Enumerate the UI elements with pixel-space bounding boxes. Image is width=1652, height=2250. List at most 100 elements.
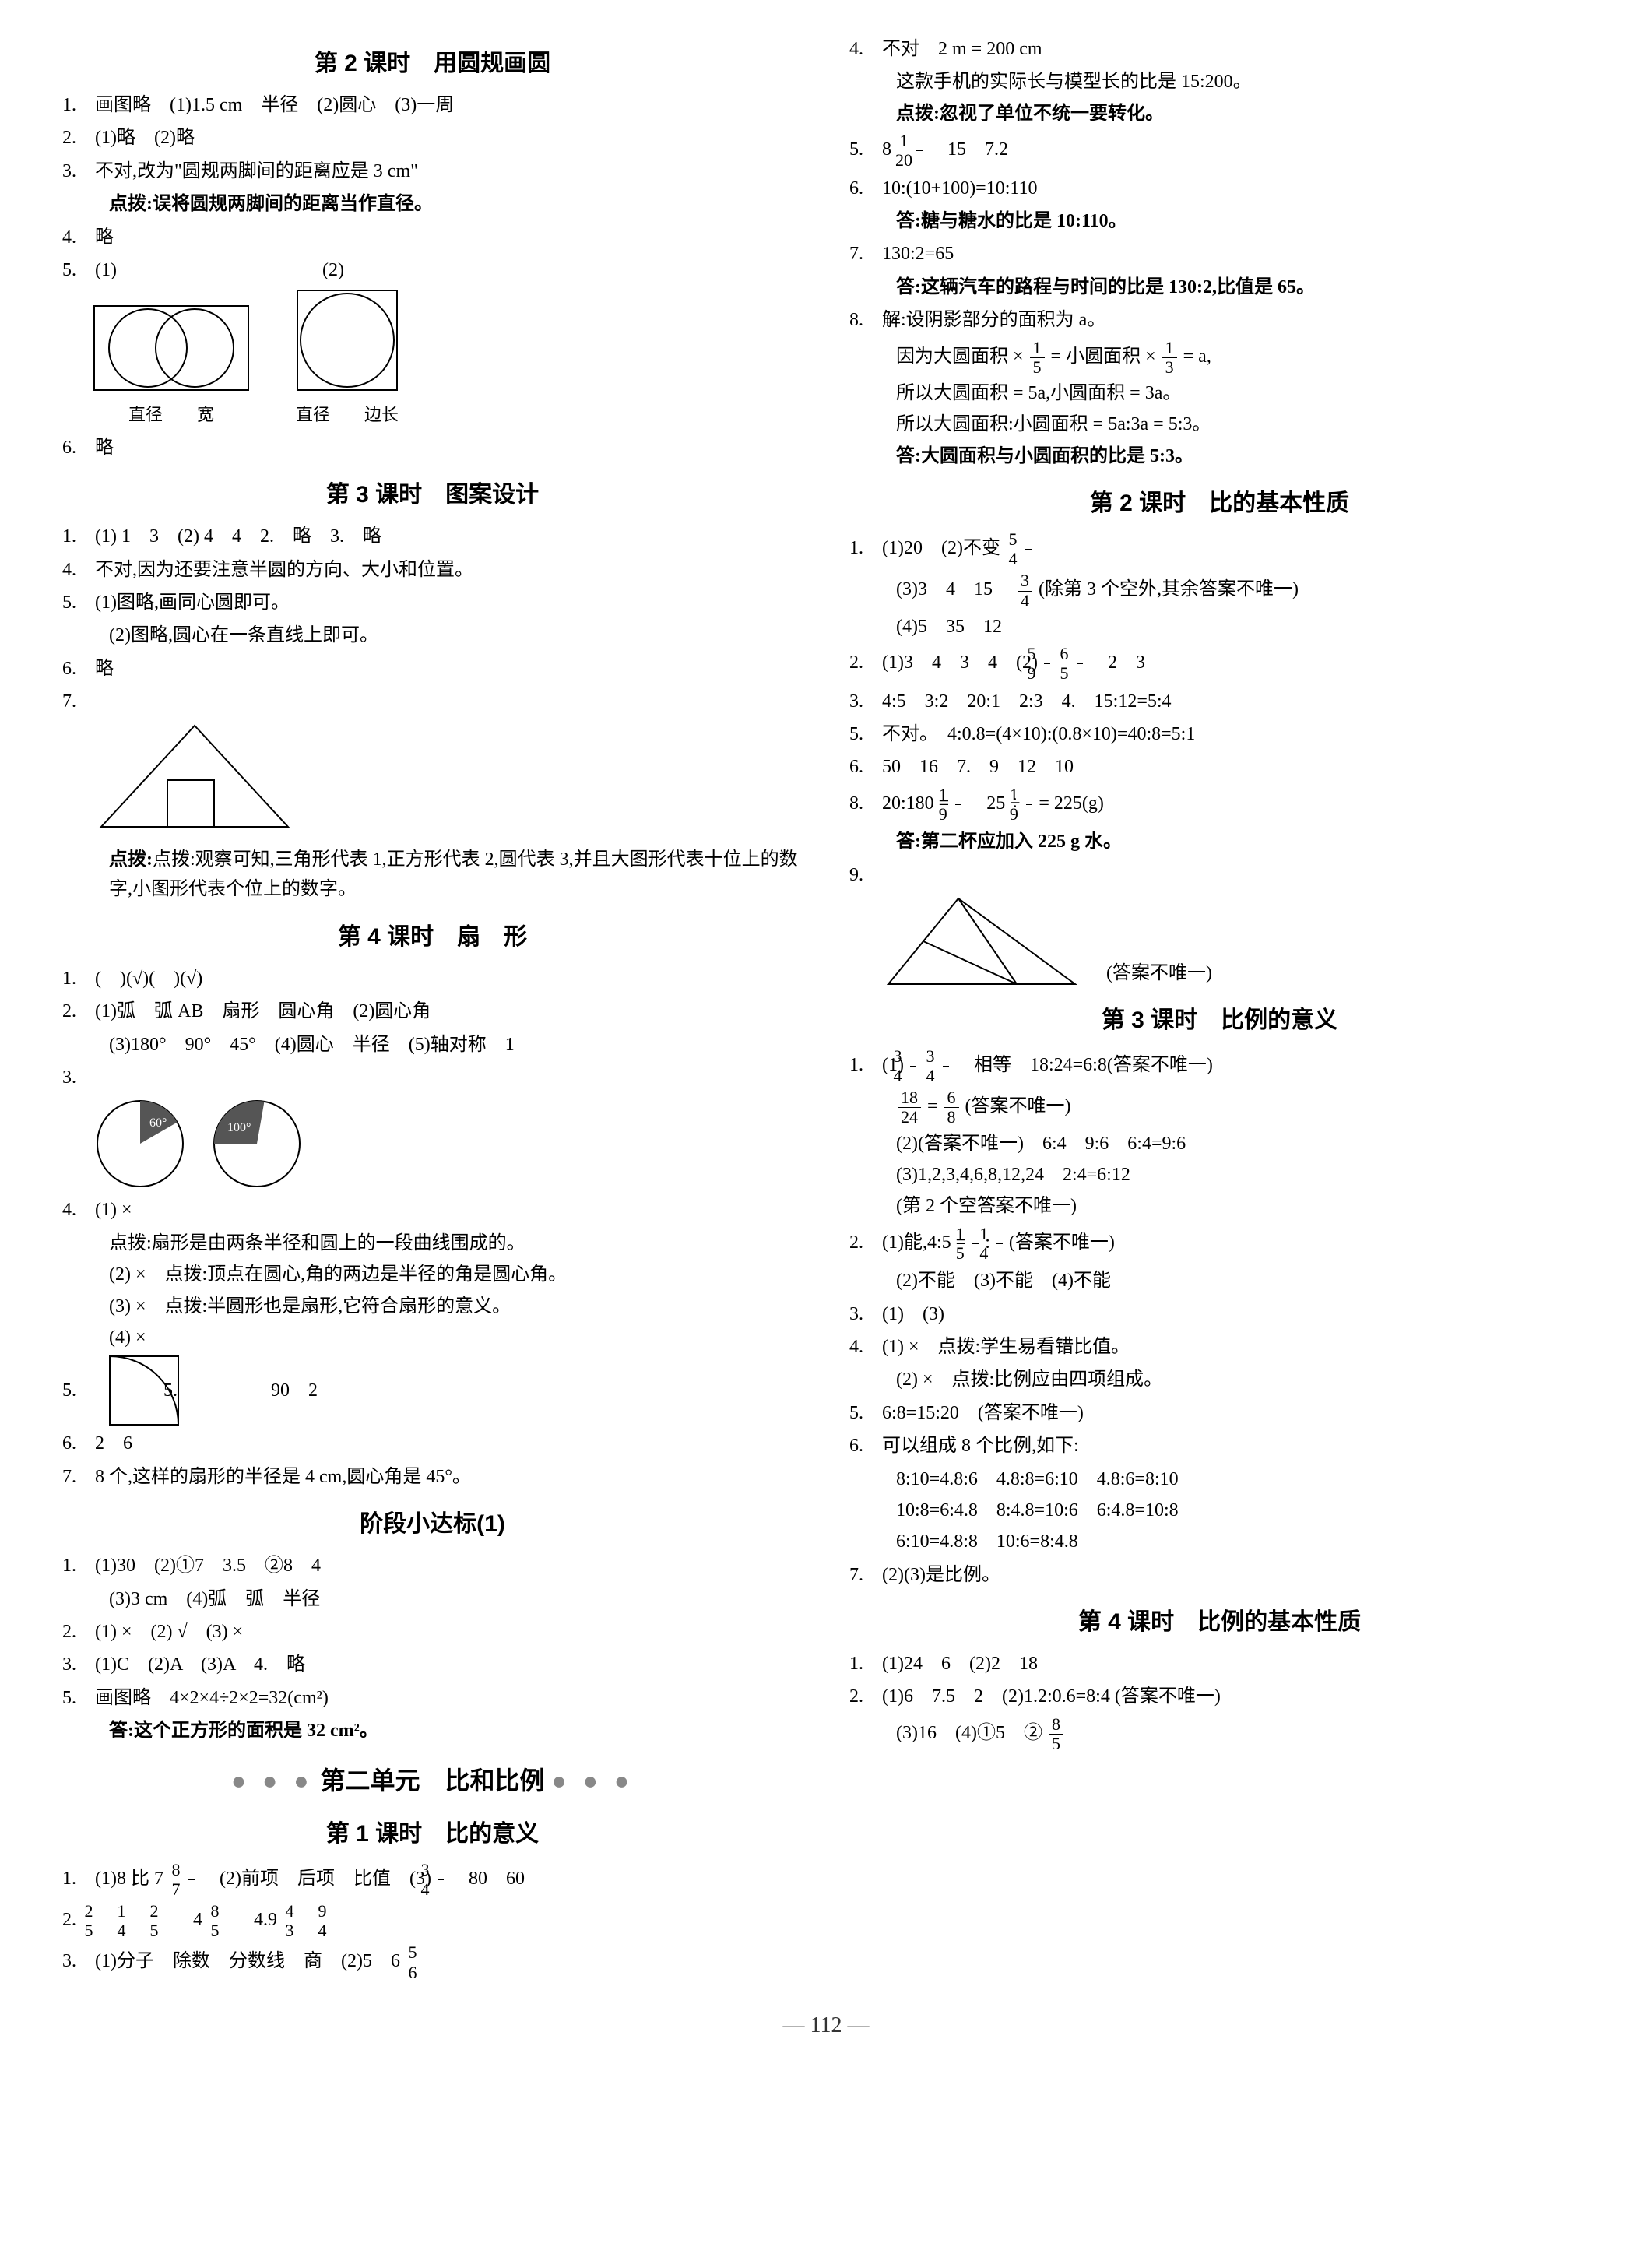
text-line: 3. (1)分子 除数 分数线 商 (2)5 6 56 [62, 1943, 803, 1981]
text-line: 5. (1) (2) [62, 255, 803, 285]
text-line: (4) × [62, 1323, 803, 1352]
text-line: 1824 = 68 (答案不唯一) [849, 1088, 1590, 1127]
fraction: 1824 [898, 1088, 921, 1127]
text-line: 7. [62, 687, 803, 716]
text-line: 7. (2)(3)是比例。 [849, 1560, 1590, 1590]
figure-note: (答案不唯一) [1106, 958, 1212, 988]
right-column: 4. 不对 2 m = 200 cm 这款手机的实际长与模型长的比是 15:20… [849, 31, 1590, 1985]
rect-two-circles-icon [93, 305, 249, 391]
text-line: 5. 不对。 4:0.8=(4×10):(0.8×10)=40:8=5:1 [849, 719, 1590, 749]
note-line: 点拨:忽视了单位不统一要转化。 [849, 99, 1590, 128]
text-line: 8. 解:设阴影部分的面积为 a。 [849, 305, 1590, 335]
text-line: (2)(答案不唯一) 6:4 9:6 6:4=9:6 [849, 1129, 1590, 1158]
text-line: 所以大圆面积 = 5a,小圆面积 = 3a。 [849, 378, 1590, 408]
fraction: 43 [302, 1902, 308, 1940]
text-line: (3)3 4 15 34 (除第 3 个空外,其余答案不唯一) [849, 571, 1590, 610]
text-line: (4)5 35 12 [849, 612, 1590, 642]
triangle-with-line-icon [880, 895, 1083, 988]
answer-line: 答:糖与糖水的比是 10:110。 [849, 206, 1590, 236]
text-line: 3. (1)C (2)A (3)A 4. 略 [62, 1650, 803, 1679]
text-value: 5. 90 2 [195, 1376, 318, 1405]
text-line: 6. 可以组成 8 个比例,如下: [849, 1431, 1590, 1461]
text-line: 1. (1)24 6 (2)2 18 [849, 1649, 1590, 1679]
text-line: 3. (1) (3) [849, 1299, 1590, 1329]
text-line: 6:10=4.8:8 10:6=8:4.8 [849, 1527, 1590, 1556]
text-line: 1. (1)20 (2)不变 54 [849, 530, 1590, 568]
text-line: 2. (1)能,4:5 = 15 : 14 (答案不唯一) [849, 1225, 1590, 1263]
page-container: 第 2 课时 用圆规画圆 1. 画图略 (1)1.5 cm 半径 (2)圆心 (… [62, 31, 1590, 1985]
triangle-with-square-icon [93, 722, 296, 831]
text-line: 2. (1)6 7.5 2 (2)1.2:0.6=8:4 (答案不唯一) [849, 1682, 1590, 1711]
fraction: 13 [1162, 339, 1177, 377]
text-line: 4. 不对 2 m = 200 cm [849, 34, 1590, 64]
text-line: 2. (1) × (2) √ (3) × [62, 1617, 803, 1647]
fraction: 19 [955, 786, 961, 824]
text-line: 3. 不对,改为"圆规两脚间的距离应是 3 cm" [62, 156, 803, 186]
square-circle-icon [297, 290, 398, 391]
text-line: 1. ( )(√)( )(√) [62, 964, 803, 993]
text-line: (2)不能 (3)不能 (4)不能 [849, 1266, 1590, 1296]
text-line: 5. (1)图略,画同心圆即可。 [62, 588, 803, 617]
figure-label: 直径 边长 [296, 401, 399, 428]
fraction: 54 [1025, 530, 1032, 568]
text-line: 5. 8 120 15 7.2 [849, 132, 1590, 170]
text-line: 1. (1) 34 34 相等 18:24=6:8(答案不唯一) [849, 1047, 1590, 1085]
fraction: 19 [1026, 786, 1032, 824]
fraction: 56 [425, 1943, 431, 1981]
section-title: 第 2 课时 比的基本性质 [849, 485, 1590, 522]
text-line: 8. 20:180 = 19 25 ÷ 19 = 225(g) [849, 786, 1590, 824]
fraction: 34 [1018, 571, 1032, 610]
text-line: 1. (1) 1 3 (2) 4 4 2. 略 3. 略 [62, 522, 803, 551]
note-line: 点拨:误将圆规两脚间的距离当作直径。 [62, 189, 803, 219]
section-title: 第 4 课时 比例的基本性质 [849, 1604, 1590, 1641]
fraction: 59 [1044, 645, 1050, 683]
fraction: 15 [972, 1225, 979, 1263]
angle-label: 100° [227, 1121, 251, 1134]
note-line: 点拨:扇形是由两条半径和圆上的一段曲线围成的。 [62, 1229, 803, 1258]
fraction: 87 [188, 1861, 195, 1899]
text-line: 2. (1)弧 弧 AB 扇形 圆心角 (2)圆心角 [62, 997, 803, 1026]
text-line: 1. 画图略 (1)1.5 cm 半径 (2)圆心 (3)一周 [62, 90, 803, 120]
text-line: 2. (1)3 4 3 4 (2) 59 65 2 3 [849, 645, 1590, 683]
section-title: 第 3 课时 图案设计 [62, 476, 803, 514]
fraction: 34 [943, 1047, 949, 1085]
note-line: 点拨:点拨:观察可知,三角形代表 1,正方形代表 2,圆代表 3,并且大图形代表… [62, 845, 803, 905]
text-line: (第 2 个空答案不唯一) [849, 1191, 1590, 1221]
text-line: 3. 4:5 3:2 20:1 2:3 4. 15:12=5:4 [849, 687, 1590, 716]
text-line: 6. 10:(10+100)=10:110 [849, 174, 1590, 203]
fraction: 85 [1049, 1715, 1063, 1753]
text-line: 10:8=6:4.8 8:4.8=10:6 6:4.8=10:8 [849, 1496, 1590, 1525]
text-line: 6. 2 6 [62, 1429, 803, 1458]
section-title: 第 2 课时 用圆规画圆 [62, 45, 803, 83]
text-line: 4. (1) × [62, 1195, 803, 1225]
fraction: 68 [944, 1088, 959, 1127]
section-title: 第 1 课时 比的意义 [62, 1816, 803, 1853]
text-line: 2. (1)略 (2)略 [62, 123, 803, 153]
text-line: 因为大圆面积 × 15 = 小圆面积 × 13 = a, [849, 339, 1590, 377]
text-line: (2) × 点拨:比例应由四项组成。 [849, 1365, 1590, 1394]
answer-line: 答:第二杯应加入 225 g 水。 [849, 827, 1590, 856]
text-line: 9. [849, 860, 1590, 890]
text-line: 2. 25 14 25 4 85 4.9 43 94 [62, 1902, 803, 1940]
text-line: (3)3 cm (4)弧 弧 半径 [62, 1584, 803, 1614]
text-line: 7. 8 个,这样的扇形的半径是 4 cm,圆心角是 45°。 [62, 1462, 803, 1492]
text-line: 6. 略 [62, 654, 803, 684]
pie-charts: 60° 100° [93, 1097, 803, 1190]
text-line: (2) × 点拨:顶点在圆心,角的两边是半径的角是圆心角。 [62, 1260, 803, 1289]
text-line: 5. 5. 90 2 [62, 1355, 803, 1426]
page-number: — 112 — [62, 2009, 1590, 2044]
text-line: 4. 不对,因为还要注意半圆的方向、大小和位置。 [62, 555, 803, 585]
fraction: 34 [438, 1861, 444, 1899]
text-line: 5. 6:8=15:20 (答案不唯一) [849, 1398, 1590, 1428]
fraction: 85 [227, 1902, 234, 1940]
section-title: 第 4 课时 扇 形 [62, 919, 803, 956]
text-line: (3)1,2,3,4,6,8,12,24 2:4=6:12 [849, 1160, 1590, 1190]
triangle-figure: (答案不唯一) [880, 895, 1590, 988]
fraction: 120 [916, 132, 923, 170]
fraction: 25 [167, 1902, 173, 1940]
fraction: 14 [134, 1902, 140, 1940]
text-line: (3)16 (4)①5 ② 85 [849, 1715, 1590, 1753]
unit-title-text: 第二单元 比和比例 [320, 1767, 544, 1795]
fraction: 15 [1030, 339, 1045, 377]
pie-60-icon: 60° [93, 1097, 187, 1190]
